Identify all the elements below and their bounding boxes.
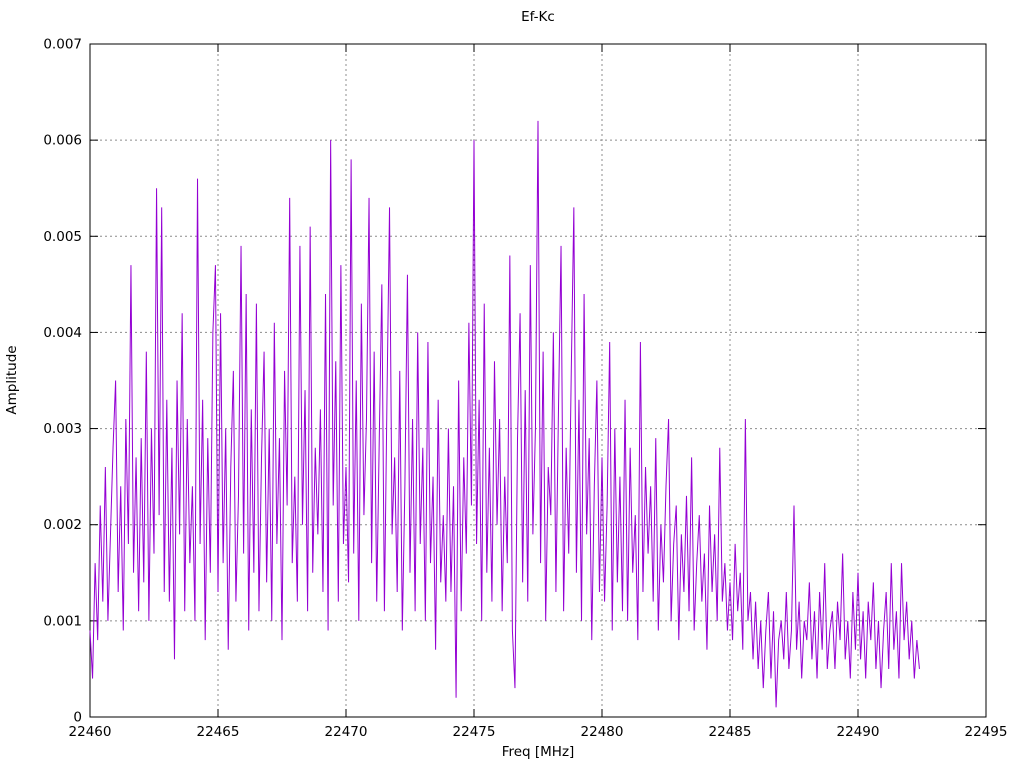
x-tick-label: 22470 bbox=[325, 724, 368, 740]
y-tick-label: 0.007 bbox=[43, 37, 82, 53]
y-tick-label: 0.002 bbox=[43, 517, 82, 533]
y-axis-label: Amplitude bbox=[4, 345, 20, 415]
x-tick-label: 22495 bbox=[965, 724, 1008, 740]
plot-border bbox=[89, 43, 987, 718]
x-tick-label: 22475 bbox=[453, 724, 496, 740]
y-tick-label: 0.001 bbox=[43, 613, 82, 629]
y-tick-label: 0.004 bbox=[43, 325, 82, 341]
x-tick-label: 22480 bbox=[581, 724, 624, 740]
chart-title: Ef-Kc bbox=[521, 9, 555, 25]
x-axis-label: Freq [MHz] bbox=[501, 744, 575, 760]
y-tick-label: 0.006 bbox=[43, 133, 82, 149]
y-tick-label: 0 bbox=[73, 710, 82, 726]
x-tick-label: 22490 bbox=[837, 724, 880, 740]
x-tick-label: 22485 bbox=[709, 724, 752, 740]
y-tick-label: 0.003 bbox=[43, 421, 82, 437]
spectrum-data-line bbox=[89, 120, 920, 708]
x-tick-label: 22465 bbox=[197, 724, 240, 740]
y-tick-label: 0.005 bbox=[43, 229, 82, 245]
x-tick-label: 22460 bbox=[69, 724, 112, 740]
